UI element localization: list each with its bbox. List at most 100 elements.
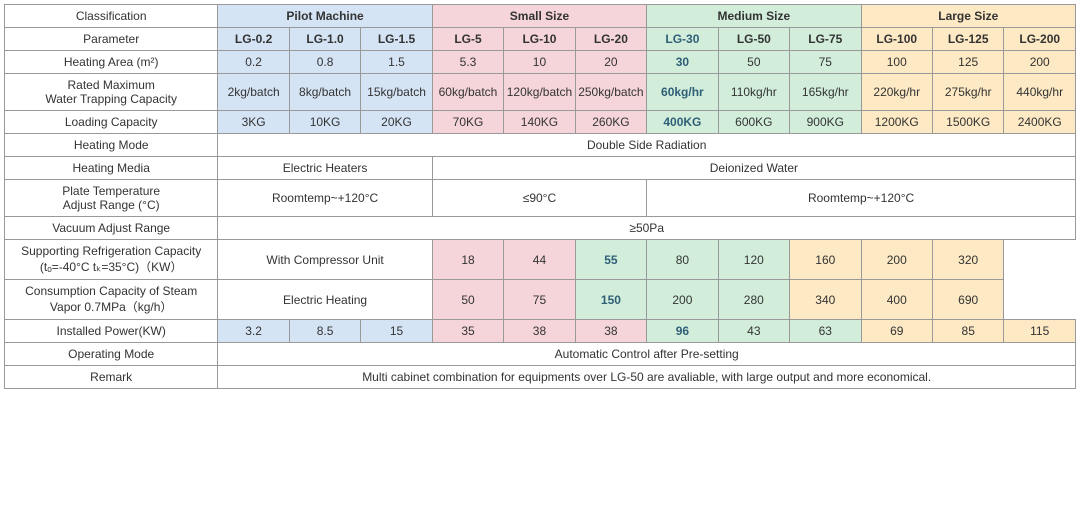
cell-heating_area-10: 125	[932, 51, 1003, 74]
model-header-2: LG-1.5	[361, 28, 432, 51]
cell-heating_area-11: 200	[1004, 51, 1076, 74]
cell-loading-0: 3KG	[218, 111, 289, 134]
merged-refrig-4: 80	[647, 240, 718, 280]
label-line1: Supporting Refrigeration Capacity	[21, 244, 201, 258]
row-label-vacuum: Vacuum Adjust Range	[5, 217, 218, 240]
cell-heating_area-6: 30	[647, 51, 718, 74]
row-label-remark: Remark	[5, 366, 218, 389]
cell-rated_max-4: 120kg/batch	[504, 74, 575, 111]
cell-power-8: 63	[790, 320, 861, 343]
cell-rated_max-9: 220kg/hr	[861, 74, 932, 111]
model-header-9: LG-100	[861, 28, 932, 51]
merged-heating_mode-0: Double Side Radiation	[218, 134, 1076, 157]
cell-loading-6: 400KG	[647, 111, 718, 134]
cell-power-6: 96	[647, 320, 718, 343]
row-label-op_mode: Operating Mode	[5, 343, 218, 366]
cell-power-9: 69	[861, 320, 932, 343]
cell-power-1: 8.5	[289, 320, 360, 343]
cell-rated_max-3: 60kg/batch	[432, 74, 503, 111]
cell-loading-2: 20KG	[361, 111, 432, 134]
merged-steam-2: 75	[504, 280, 575, 320]
cell-power-0: 3.2	[218, 320, 289, 343]
merged-heating_media-1: Deionized Water	[432, 157, 1075, 180]
merged-heating_media-0: Electric Heaters	[218, 157, 432, 180]
model-header-4: LG-10	[504, 28, 575, 51]
row-label-heating_media: Heating Media	[5, 157, 218, 180]
merged-refrig-8: 320	[932, 240, 1003, 280]
cell-power-11: 115	[1004, 320, 1076, 343]
cell-heating_area-5: 20	[575, 51, 646, 74]
model-header-8: LG-75	[790, 28, 861, 51]
cell-heating_area-1: 0.8	[289, 51, 360, 74]
cell-power-4: 38	[504, 320, 575, 343]
group-header-3: Large Size	[861, 5, 1075, 28]
cell-loading-10: 1500KG	[932, 111, 1003, 134]
cell-rated_max-11: 440kg/hr	[1004, 74, 1076, 111]
model-header-7: LG-50	[718, 28, 789, 51]
cell-rated_max-8: 165kg/hr	[790, 74, 861, 111]
row-label-plate_temp: Plate TemperatureAdjust Range (°C)	[5, 180, 218, 217]
cell-rated_max-0: 2kg/batch	[218, 74, 289, 111]
merged-refrig-2: 44	[504, 240, 575, 280]
label-line2: Adjust Range (°C)	[63, 198, 160, 212]
cell-power-5: 38	[575, 320, 646, 343]
cell-loading-5: 260KG	[575, 111, 646, 134]
cell-heating_area-8: 75	[790, 51, 861, 74]
cell-loading-11: 2400KG	[1004, 111, 1076, 134]
cell-rated_max-1: 8kg/batch	[289, 74, 360, 111]
merged-refrig-0: With Compressor Unit	[218, 240, 432, 280]
model-header-0: LG-0.2	[218, 28, 289, 51]
row-label-refrig: Supporting Refrigeration Capacity (tₒ=-40…	[5, 240, 218, 280]
row-label-power: Installed Power(KW)	[5, 320, 218, 343]
cell-rated_max-10: 275kg/hr	[932, 74, 1003, 111]
label-line2: Water Trapping Capacity	[45, 92, 177, 106]
row-label-loading: Loading Capacity	[5, 111, 218, 134]
merged-refrig-3: 55	[575, 240, 646, 280]
merged-steam-3: 150	[575, 280, 646, 320]
cell-loading-1: 10KG	[289, 111, 360, 134]
model-header-6: LG-30	[647, 28, 718, 51]
merged-steam-1: 50	[432, 280, 503, 320]
cell-loading-7: 600KG	[718, 111, 789, 134]
cell-heating_area-0: 0.2	[218, 51, 289, 74]
merged-steam-4: 200	[647, 280, 718, 320]
row-label-parameter: Parameter	[5, 28, 218, 51]
cell-heating_area-4: 10	[504, 51, 575, 74]
merged-steam-8: 690	[932, 280, 1003, 320]
row-label-classification: Classification	[5, 5, 218, 28]
merged-refrig-5: 120	[718, 240, 789, 280]
merged-plate_temp-2: Roomtemp~+120°C	[647, 180, 1076, 217]
row-label-rated_max: Rated MaximumWater Trapping Capacity	[5, 74, 218, 111]
cell-rated_max-6: 60kg/hr	[647, 74, 718, 111]
cell-loading-9: 1200KG	[861, 111, 932, 134]
cell-power-2: 15	[361, 320, 432, 343]
label-line1: Consumption Capacity of Steam	[25, 284, 197, 298]
merged-refrig-7: 200	[861, 240, 932, 280]
cell-heating_area-3: 5.3	[432, 51, 503, 74]
cell-power-7: 43	[718, 320, 789, 343]
cell-rated_max-7: 110kg/hr	[718, 74, 789, 111]
merged-plate_temp-0: Roomtemp~+120°C	[218, 180, 432, 217]
cell-heating_area-9: 100	[861, 51, 932, 74]
merged-vacuum-0: ≥50Pa	[218, 217, 1076, 240]
model-header-1: LG-1.0	[289, 28, 360, 51]
cell-rated_max-5: 250kg/batch	[575, 74, 646, 111]
merged-steam-7: 400	[861, 280, 932, 320]
merged-steam-0: Electric Heating	[218, 280, 432, 320]
group-header-0: Pilot Machine	[218, 5, 432, 28]
merged-plate_temp-1: ≤90°C	[432, 180, 646, 217]
label-line1: Rated Maximum	[68, 78, 155, 92]
cell-heating_area-2: 1.5	[361, 51, 432, 74]
merged-refrig-6: 160	[790, 240, 861, 280]
model-header-10: LG-125	[932, 28, 1003, 51]
cell-loading-8: 900KG	[790, 111, 861, 134]
cell-loading-3: 70KG	[432, 111, 503, 134]
label-line1: Plate Temperature	[62, 184, 160, 198]
group-header-1: Small Size	[432, 5, 646, 28]
group-header-2: Medium Size	[647, 5, 861, 28]
row-label-steam: Consumption Capacity of SteamVapor 0.7MP…	[5, 280, 218, 320]
merged-op_mode-0: Automatic Control after Pre-setting	[218, 343, 1076, 366]
cell-loading-4: 140KG	[504, 111, 575, 134]
cell-heating_area-7: 50	[718, 51, 789, 74]
label-line2: (tₒ=-40°C tₖ=35°C)（KW）	[40, 260, 183, 274]
